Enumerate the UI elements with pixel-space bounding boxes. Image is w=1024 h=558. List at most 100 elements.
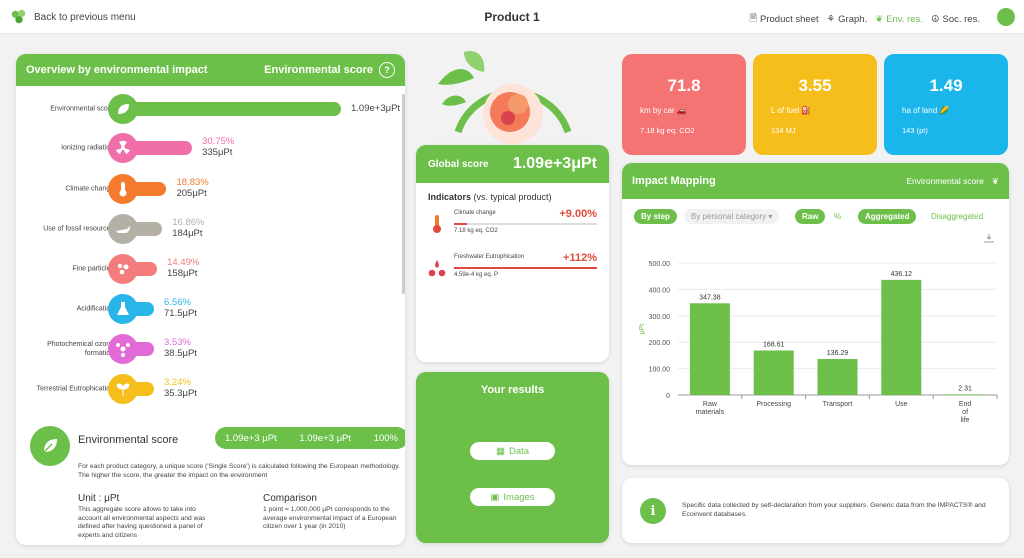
- scrollbar[interactable]: [402, 94, 405, 294]
- leaf-icon: [108, 94, 138, 124]
- results-card: Your results ▦ Data ▣ Images: [416, 372, 609, 543]
- leaf-icon: [30, 426, 70, 466]
- unit-block: Unit : μPt This aggregate score allows t…: [78, 493, 213, 540]
- impact-mapping-title: Impact Mapping: [632, 175, 716, 187]
- indicator-sub: 4.59e-4 kg eq. P: [454, 272, 499, 278]
- nav-env-res[interactable]: ❦ Env. res.: [875, 11, 923, 27]
- y-tick-label: 500.00: [649, 261, 671, 268]
- impact-row-percent: 3.24%: [164, 377, 191, 388]
- impact-row-value: 18.83% 205μPt: [176, 177, 208, 199]
- nav-label: Env. res.: [886, 13, 923, 25]
- chart-bar: [945, 394, 986, 396]
- raw-toggle[interactable]: Raw: [795, 209, 826, 224]
- impact-row-points: 335μPt: [202, 147, 233, 158]
- results-title: Your results: [480, 384, 545, 396]
- top-bar: Back to previous menu Product 1 🗎 Product…: [0, 0, 1024, 34]
- impact-row-points: 1.09e+3μPt: [351, 103, 401, 114]
- tile-unit: L of fuel ⛽: [771, 106, 812, 115]
- impact-row-percent: 18.83%: [176, 177, 209, 188]
- bar-value-label: 436.12: [891, 271, 913, 278]
- data-button-label: Data: [508, 445, 530, 457]
- impact-row[interactable]: Climate change 18.83% 205μPt: [16, 174, 396, 204]
- impact-row-label: Photochemical ozone formation: [47, 341, 114, 357]
- equivalence-tile-fuel: 3.55 L of fuel ⛽ 134 MJ: [753, 54, 877, 155]
- leaf-logo-icon: [11, 9, 26, 24]
- by-category-select[interactable]: By personal category ▾: [684, 209, 780, 224]
- help-icon[interactable]: ?: [379, 62, 395, 78]
- impact-row[interactable]: Fine particles 14.49% 158μPt: [16, 254, 396, 284]
- impact-row-bar: [126, 141, 193, 155]
- impact-bar-chart: 0 100.00 200.00 300.00 400.00 500.00 μPt 347.38…: [639, 261, 998, 424]
- y-tick-label: 300.00: [649, 314, 671, 321]
- acid-flask-icon: [108, 294, 138, 324]
- impact-row-label: Climate change: [65, 185, 114, 193]
- impact-row-value: 1.09e+3μPt: [351, 103, 400, 114]
- disaggregated-toggle[interactable]: Disaggregated: [931, 212, 984, 221]
- info-icon: i: [640, 498, 666, 524]
- indicators-title: Indicators: [428, 192, 472, 202]
- back-label: Back to previous menu: [34, 11, 136, 23]
- impact-row[interactable]: Use of fossil resources 16.86% 184μPt: [16, 214, 396, 244]
- nav-graph[interactable]: ⚘ Graph.: [827, 11, 868, 27]
- comparison-text: 1 point = 1,000,000 μPt corresponds to t…: [263, 506, 397, 530]
- peace-icon: ☮: [930, 13, 940, 25]
- impact-row-value: 14.49% 158μPt: [167, 257, 199, 279]
- aggregated-toggle[interactable]: Aggregated: [858, 209, 917, 224]
- tile-sub: 7.18 kg eq. CO2: [640, 126, 695, 135]
- image-icon: ▣: [490, 491, 500, 503]
- global-score-header: Global score 1.09e+3μPt: [416, 145, 609, 183]
- comparison-block: Comparison 1 point = 1,000,000 μPt corre…: [263, 493, 398, 532]
- impact-row[interactable]: Acidification 6.56% 71.5μPt: [16, 294, 396, 324]
- impact-row-value: 30.75% 335μPt: [202, 136, 234, 158]
- impact-row[interactable]: Ionizing radiation 30.75% 335μPt: [16, 133, 396, 163]
- leaf-icon: ❦: [875, 13, 884, 25]
- overview-score-label: Environmental score: [264, 64, 373, 76]
- impact-row-points: 158μPt: [167, 268, 198, 279]
- indicator-bar-fill: [454, 223, 467, 225]
- impact-row-label: Use of fossil resources: [43, 225, 114, 233]
- impact-mapping-score-label[interactable]: Environmental score: [906, 176, 984, 186]
- impact-row[interactable]: Photochemical ozone formation 3.53% 38.5μP…: [16, 334, 396, 364]
- nav-label: Product sheet: [760, 13, 819, 25]
- by-step-toggle[interactable]: By step: [634, 209, 677, 224]
- nav-soc-res[interactable]: ☮ Soc. res.: [931, 11, 980, 27]
- impact-row-percent: 30.75%: [202, 136, 235, 147]
- y-tick-label: 400.00: [649, 287, 671, 294]
- impact-row[interactable]: Environmental score 1.09e+3μPt: [16, 94, 400, 124]
- equivalence-tile-land: 1.49 ha of land 🌽 143 (pt): [884, 54, 1008, 155]
- bar-value-label: 2.31: [958, 385, 972, 392]
- env-score-description: For each product category, a unique scor…: [78, 463, 401, 479]
- indicator-bar: [454, 267, 597, 269]
- impact-row-value: 3.53% 38.5μPt: [164, 337, 197, 359]
- y-axis-label: μPt: [639, 324, 646, 335]
- indicators-heading: Indicators (vs. typical product): [416, 183, 609, 202]
- document-icon: 🗎: [749, 13, 758, 24]
- back-button[interactable]: Back to previous menu: [10, 8, 136, 26]
- user-avatar[interactable]: [997, 8, 1015, 26]
- impact-row-percent: 14.49%: [167, 257, 200, 268]
- indicator-bar: [454, 223, 597, 225]
- x-tick-label: Raw: [703, 401, 718, 408]
- nav-product-sheet[interactable]: 🗎 Product sheet: [749, 11, 818, 27]
- download-icon[interactable]: [984, 233, 994, 243]
- impact-mapping-header: Impact Mapping Environmental score ❦: [622, 163, 1009, 199]
- images-button-label: Images: [503, 491, 535, 503]
- unit-title: Unit : μPt: [78, 493, 120, 504]
- x-tick-label: End: [959, 401, 972, 408]
- env-score-block: Environmental score 1.09e+3 μPt 1.09e+3 …: [28, 424, 405, 542]
- impact-row-percent: 16.86%: [172, 217, 205, 228]
- chart-toggles: By step By personal category ▾ Raw % Agg…: [634, 209, 997, 225]
- images-button[interactable]: ▣ Images: [470, 488, 555, 506]
- impact-row[interactable]: Terrestrial Eutrophication 3.24% 35.3μPt: [16, 374, 396, 404]
- indicator-percent: +112%: [563, 252, 597, 264]
- global-score-card: Global score 1.09e+3μPt Indicators (vs. …: [416, 145, 609, 362]
- comparison-title: Comparison: [263, 493, 317, 504]
- impact-row-percent: 6.56%: [164, 297, 191, 308]
- percent-toggle[interactable]: %: [834, 212, 842, 221]
- impact-row-value: 3.24% 35.3μPt: [164, 377, 197, 399]
- impact-row-bar: [126, 102, 341, 116]
- data-button[interactable]: ▦ Data: [470, 442, 555, 460]
- impact-row-points: 184μPt: [172, 228, 203, 239]
- impact-row-points: 71.5μPt: [164, 308, 197, 319]
- radiation-icon: [108, 133, 138, 163]
